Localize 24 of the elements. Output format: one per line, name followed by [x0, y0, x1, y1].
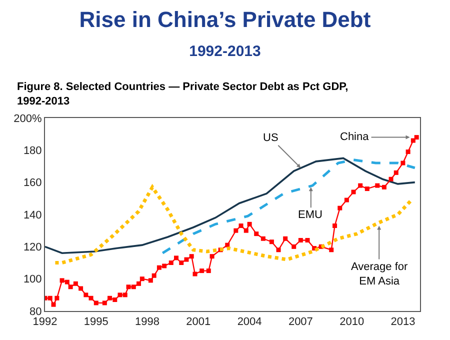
- y-tick-label: 120: [23, 242, 42, 254]
- line-series: [45, 157, 416, 254]
- line-series: [161, 158, 416, 254]
- x-tick-label: 2007: [288, 316, 313, 328]
- x-tick-label: 1992: [32, 316, 58, 328]
- x-tick-label: 1998: [135, 316, 160, 328]
- chart-title: Rise in China’s Private Debt: [79, 7, 372, 32]
- x-tick-label: 2010: [340, 316, 364, 328]
- y-tick-label: 100: [23, 274, 42, 286]
- y-tick-label: 200%: [14, 112, 42, 125]
- caption: Figure 8. Selected Countries — Private Sector Debt as Pct GDP, 1992-2013: [17, 81, 348, 108]
- y-tick-label: 140: [23, 209, 42, 222]
- x-tick-label: 2004: [237, 316, 262, 328]
- x-tick-label: 2001: [186, 316, 211, 328]
- annotation: US: [263, 132, 278, 144]
- y-tick-label: 180: [23, 145, 42, 158]
- y-tick-label: 80: [30, 306, 42, 318]
- x-tick-label: 1995: [84, 316, 108, 328]
- y-tick-label: 160: [23, 177, 42, 190]
- chart-subtitle: 1992-2013: [189, 42, 261, 60]
- annotation: EMU: [298, 209, 322, 221]
- annotation: China: [340, 131, 370, 143]
- x-tick-label: 2013: [390, 316, 416, 328]
- annotation: Average for EM Asia: [351, 261, 408, 288]
